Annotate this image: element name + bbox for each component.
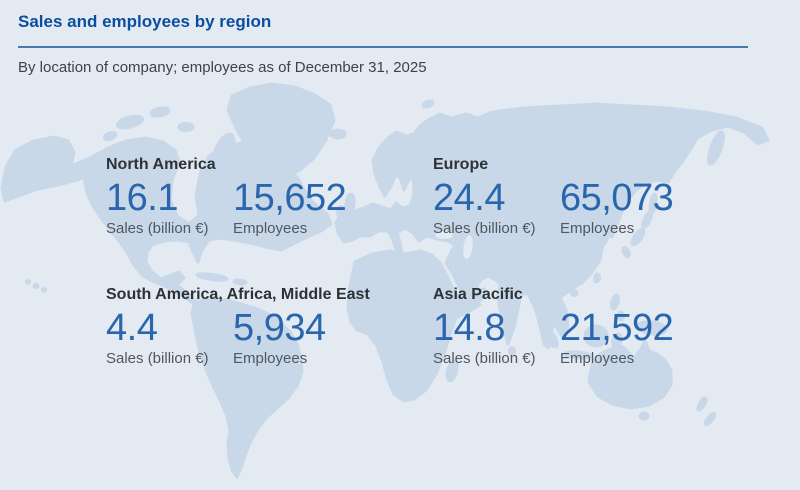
- sales-stat: 24.4 Sales (billion €): [433, 178, 560, 237]
- map-new-guinea: [636, 320, 668, 336]
- map-tasmania: [638, 411, 650, 421]
- map-greenland: [226, 82, 336, 179]
- sales-stat: 4.4 Sales (billion €): [106, 308, 233, 367]
- sales-value: 4.4: [106, 307, 158, 349]
- employees-stat: 65,073 Employees: [560, 178, 687, 237]
- sales-value: 16.1: [106, 177, 178, 219]
- map-kamchatka: [707, 130, 725, 166]
- page-title: Sales and employees by region: [18, 12, 272, 31]
- sales-value: 24.4: [433, 177, 505, 219]
- map-caspian-sea: [463, 235, 473, 259]
- map-madagascar: [445, 359, 459, 383]
- employees-label: Employees: [560, 220, 635, 237]
- sales-stat: 16.1 Sales (billion €): [106, 178, 233, 237]
- map-black-sea: [435, 231, 453, 239]
- sales-value: 14.8: [433, 307, 505, 349]
- region-block-north-america: North America 16.1 Sales (billion €) 15,…: [106, 155, 426, 237]
- region-name: South America, Africa, Middle East: [106, 286, 370, 303]
- map-south-america: [190, 297, 304, 479]
- employees-value: 21,592: [560, 307, 674, 349]
- region-name: Europe: [433, 156, 489, 173]
- sales-label: Sales (billion €): [106, 350, 209, 367]
- map-cuba: [195, 272, 229, 282]
- employees-label: Employees: [233, 350, 308, 367]
- page-subtitle: By location of company; employees as of …: [18, 59, 427, 76]
- sales-label: Sales (billion €): [106, 220, 209, 237]
- employees-value: 5,934: [233, 307, 326, 349]
- region-name: North America: [106, 156, 216, 173]
- region-block-south-america-africa-middle-east: South America, Africa, Middle East 4.4 S…: [106, 285, 446, 367]
- map-baffin-island: [212, 132, 236, 168]
- map-borneo: [583, 324, 609, 348]
- employees-value: 15,652: [233, 177, 347, 219]
- employees-stat: 21,592 Employees: [560, 308, 687, 367]
- region-block-asia-pacific: Asia Pacific 14.8 Sales (billion €) 21,5…: [433, 285, 753, 367]
- employees-label: Employees: [233, 220, 308, 237]
- region-name: Asia Pacific: [433, 286, 523, 303]
- sales-label: Sales (billion €): [433, 350, 536, 367]
- sales-stat: 14.8 Sales (billion €): [433, 308, 560, 367]
- map-java: [563, 350, 593, 360]
- sales-label: Sales (billion €): [433, 220, 536, 237]
- map-eurasia: [334, 102, 770, 350]
- map-japan: [641, 211, 653, 229]
- employees-stat: 15,652 Employees: [233, 178, 360, 237]
- map-new-zealand: [696, 396, 708, 412]
- employees-stat: 5,934 Employees: [233, 308, 360, 367]
- title-divider: [18, 46, 748, 48]
- region-block-europe: Europe 24.4 Sales (billion €) 65,073 Emp…: [433, 155, 753, 237]
- map-iceland: [329, 128, 347, 140]
- map-africa: [346, 249, 482, 403]
- map-persian-gulf: [478, 281, 488, 289]
- employees-value: 65,073: [560, 177, 674, 219]
- employees-label: Employees: [560, 350, 635, 367]
- map-australia: [587, 339, 673, 410]
- map-sumatra: [539, 323, 559, 349]
